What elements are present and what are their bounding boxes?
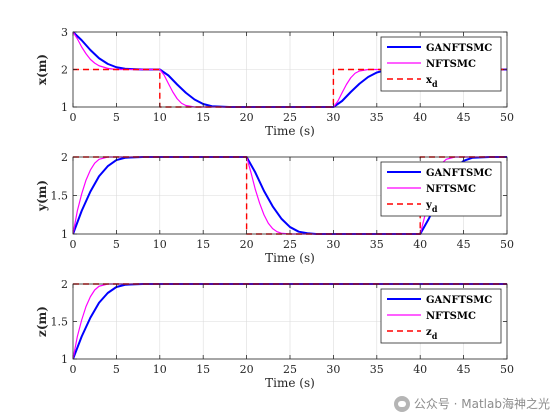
- y-tick-label: 3: [61, 26, 68, 39]
- legend-label: GANFTSMC: [426, 43, 492, 54]
- y-tick-label: 1.5: [51, 190, 69, 203]
- y-tick-label: 1: [61, 228, 68, 241]
- x-tick-label: 35: [370, 363, 384, 376]
- x-tick-label: 30: [326, 363, 340, 376]
- x-axis-label: Time (s): [265, 251, 315, 265]
- legend: GANFTSMC NFTSMC xd: [380, 36, 502, 92]
- x-tick-label: 50: [500, 363, 514, 376]
- y-axis-label: y(m): [35, 180, 49, 212]
- x-tick-label: 40: [413, 111, 427, 124]
- legend-label: zd: [426, 327, 438, 341]
- x-tick-label: 40: [413, 238, 427, 251]
- x-tick-label: 25: [283, 363, 297, 376]
- y-axis-label: x(m): [35, 54, 49, 85]
- x-tick-label: 50: [500, 238, 514, 251]
- y-axis-label: z(m): [35, 306, 49, 337]
- legend-label: GANFTSMC: [426, 295, 492, 306]
- y-tick-label: 1: [61, 101, 68, 114]
- x-tick-label: 10: [153, 363, 167, 376]
- subplot-3: 0 5 10 15 20 25 30 35 40 45 50 1 1.5 2 Time (s) z(m) GAN…: [35, 278, 514, 390]
- x-tick-label: 20: [240, 363, 254, 376]
- legend-label: yd: [425, 200, 438, 214]
- subplot-2: 0 5 10 15 20 25 30 35 40 45 50 1 1.5 2 Time (s) y(m) GAN…: [35, 151, 514, 265]
- legend-label-subscript: d: [432, 331, 438, 341]
- x-axis-label: Time (s): [265, 376, 315, 390]
- x-tick-label: 5: [113, 238, 120, 251]
- x-tick-label: 45: [457, 238, 471, 251]
- x-tick-label: 0: [70, 363, 77, 376]
- y-tick-label: 2: [61, 64, 68, 77]
- x-tick-label: 45: [457, 363, 471, 376]
- y-tick-label: 1: [61, 353, 68, 366]
- x-tick-label: 35: [370, 111, 384, 124]
- x-tick-label: 30: [326, 238, 340, 251]
- series-line-nftsmc: [73, 31, 507, 108]
- x-tick-label: 0: [70, 238, 77, 251]
- x-tick-label: 15: [196, 363, 210, 376]
- legend-label: GANFTSMC: [426, 168, 492, 179]
- wechat-icon: [393, 395, 410, 412]
- legend-label: NFTSMC: [426, 59, 476, 70]
- y-tick-label: 2: [61, 151, 68, 164]
- x-tick-label: 5: [113, 111, 120, 124]
- y-tick-label: 2: [61, 278, 68, 291]
- legend: GANFTSMC NFTSMC yd: [380, 161, 502, 217]
- legend: GANFTSMC NFTSMC zd: [380, 288, 502, 344]
- y-tick-label: 1.5: [51, 316, 69, 329]
- series-line-ganftsmc: [73, 31, 507, 108]
- x-tick-label: 25: [283, 238, 297, 251]
- x-tick-label: 5: [113, 363, 120, 376]
- x-tick-label: 10: [153, 238, 167, 251]
- x-tick-label: 15: [196, 238, 210, 251]
- subplot-1: 0 5 10 15 20 25 30 35 40 45 50 1 2 3 Time (s) x(m) GANFT…: [35, 26, 514, 138]
- x-tick-label: 45: [457, 111, 471, 124]
- x-tick-label: 50: [500, 111, 514, 124]
- watermark: 公众号 · Matlab海神之光: [393, 395, 550, 412]
- x-tick-label: 30: [326, 111, 340, 124]
- x-tick-label: 10: [153, 111, 167, 124]
- watermark-text: 公众号 · Matlab海神之光: [413, 397, 550, 411]
- legend-label: NFTSMC: [426, 184, 476, 195]
- legend-label: NFTSMC: [426, 311, 476, 322]
- x-tick-label: 0: [70, 111, 77, 124]
- x-tick-label: 15: [196, 111, 210, 124]
- x-tick-label: 25: [283, 111, 297, 124]
- x-tick-label: 40: [413, 363, 427, 376]
- legend-label: xd: [426, 75, 438, 89]
- x-tick-label: 20: [240, 111, 254, 124]
- legend-label-subscript: d: [432, 79, 438, 89]
- x-axis-label: Time (s): [265, 124, 315, 138]
- x-tick-label: 20: [240, 238, 254, 251]
- legend-label-subscript: d: [432, 204, 438, 214]
- x-tick-label: 35: [370, 238, 384, 251]
